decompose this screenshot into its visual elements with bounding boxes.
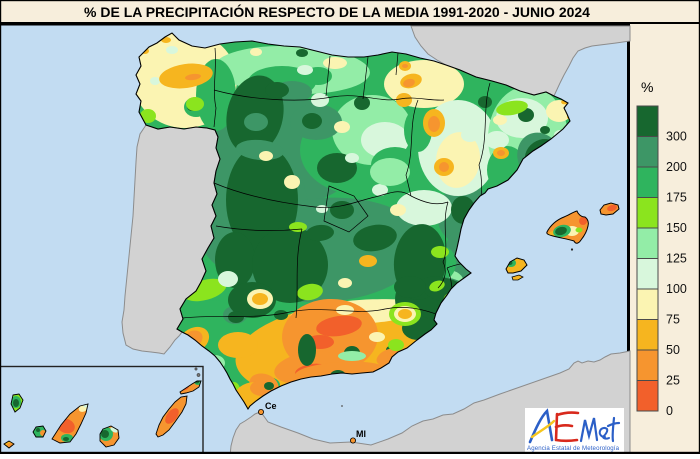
svg-text:Agencia Estatal de Meteorologí: Agencia Estatal de Meteorología (527, 445, 620, 452)
svg-text:100: 100 (666, 282, 687, 296)
svg-text:%: % (641, 79, 653, 95)
svg-text:125: 125 (666, 252, 687, 266)
svg-text:Ml: Ml (356, 429, 366, 439)
svg-text:Ce: Ce (265, 401, 277, 411)
svg-text:75: 75 (666, 313, 680, 327)
svg-text:175: 175 (666, 191, 687, 205)
svg-text:150: 150 (666, 221, 687, 235)
svg-text:0: 0 (666, 404, 673, 418)
svg-text:300: 300 (666, 130, 687, 144)
svg-text:200: 200 (666, 160, 687, 174)
svg-text:50: 50 (666, 343, 680, 357)
svg-text:% DE LA PRECIPITACIÓN RESPECTO: % DE LA PRECIPITACIÓN RESPECTO DE LA MED… (84, 3, 590, 20)
svg-text:25: 25 (666, 374, 680, 388)
